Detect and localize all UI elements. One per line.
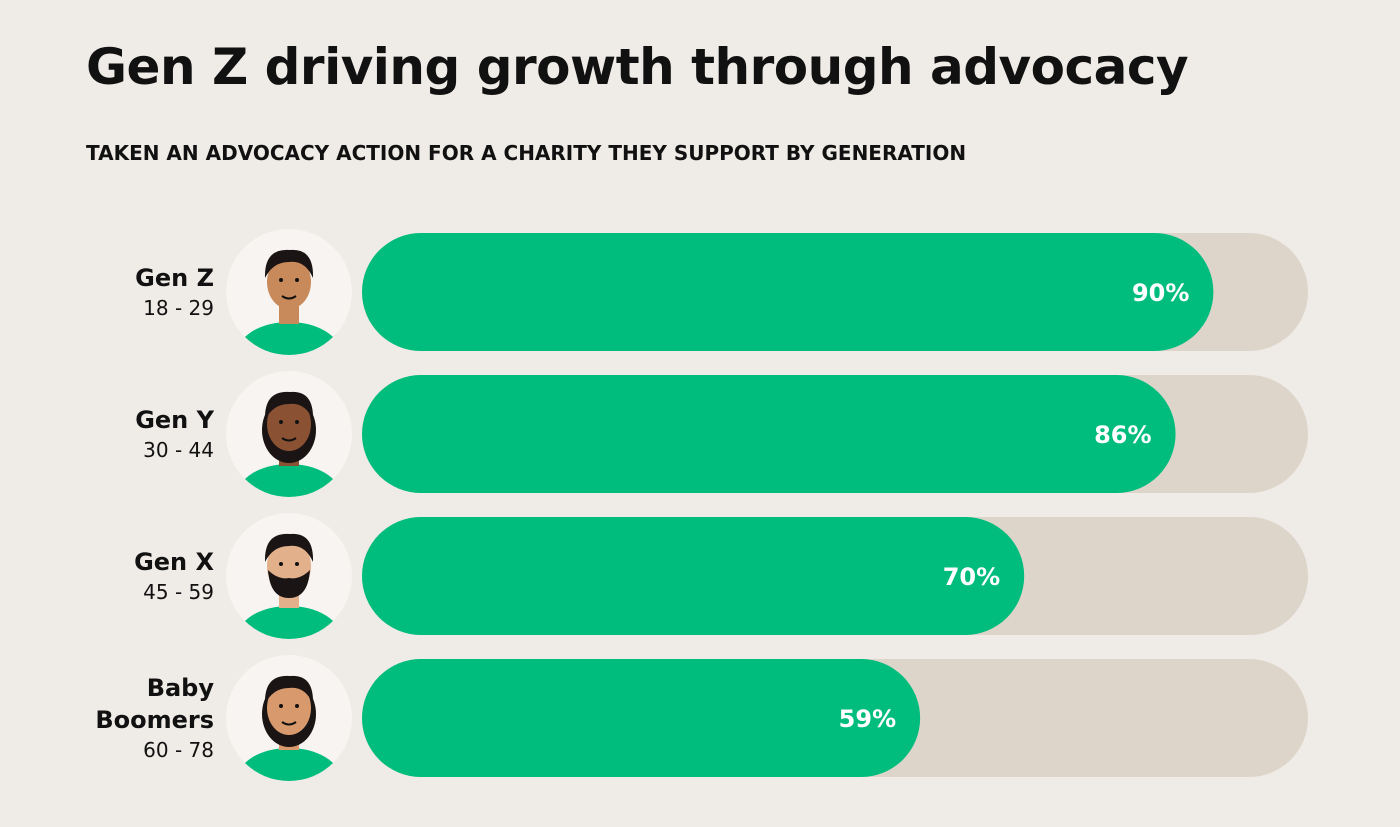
bar <box>362 659 921 777</box>
avatar-eye <box>295 562 299 566</box>
avatar-eye <box>279 704 283 708</box>
chart-subtitle: TAKEN AN ADVOCACY ACTION FOR A CHARITY T… <box>86 141 967 165</box>
category-label-group: Gen Y 30 - 44 <box>64 404 214 464</box>
avatar-mouth <box>281 721 297 726</box>
avatar <box>226 229 352 355</box>
avatar-hair <box>264 675 314 704</box>
avatar-beard <box>268 570 310 598</box>
value-label: 59% <box>839 705 896 733</box>
avatar-figure <box>237 533 341 639</box>
bar <box>362 375 1176 493</box>
bar <box>362 517 1025 635</box>
age-range-label: 18 - 29 <box>143 296 214 320</box>
avatar-hair <box>264 391 314 420</box>
value-label: 86% <box>1094 421 1151 449</box>
avatar-eye <box>295 278 299 282</box>
bar <box>362 233 1214 351</box>
avatar-body <box>237 606 341 639</box>
avatar <box>226 513 352 639</box>
category-label: Baby Boomers <box>95 674 214 734</box>
avatar-mouth <box>281 437 297 442</box>
chart-title: Gen Z driving growth through advocacy <box>86 38 1189 96</box>
avatar-face <box>267 397 311 451</box>
category-label: Gen Y <box>135 406 214 434</box>
avatar-hair <box>264 533 314 562</box>
value-label: 70% <box>943 563 1000 591</box>
category-label-group: Gen Z 18 - 29 <box>64 262 214 322</box>
avatar <box>226 371 352 497</box>
avatar-body <box>237 322 341 355</box>
avatar <box>226 655 352 781</box>
age-range-label: 30 - 44 <box>143 438 214 462</box>
avatar-body <box>237 464 341 497</box>
avatar-figure <box>237 391 341 497</box>
avatar-mouth <box>281 295 297 300</box>
avatar-eye <box>279 562 283 566</box>
avatar-face <box>267 681 311 735</box>
avatar-face <box>267 255 311 309</box>
avatar-eye <box>295 704 299 708</box>
value-label: 90% <box>1132 279 1189 307</box>
avatar-eye <box>279 420 283 424</box>
age-range-label: 45 - 59 <box>143 580 214 604</box>
avatar-eye <box>279 278 283 282</box>
avatar-hair <box>264 249 314 278</box>
category-label-group: Baby Boomers 60 - 78 <box>64 672 214 764</box>
avatar-body <box>237 748 341 781</box>
avatar-figure <box>237 675 341 781</box>
avatar-figure <box>237 249 341 355</box>
age-range-label: 60 - 78 <box>143 738 214 762</box>
category-label: Gen Z <box>135 264 214 292</box>
category-label: Gen X <box>134 548 214 576</box>
category-label-group: Gen X 45 - 59 <box>64 546 214 606</box>
avatar-eye <box>295 420 299 424</box>
